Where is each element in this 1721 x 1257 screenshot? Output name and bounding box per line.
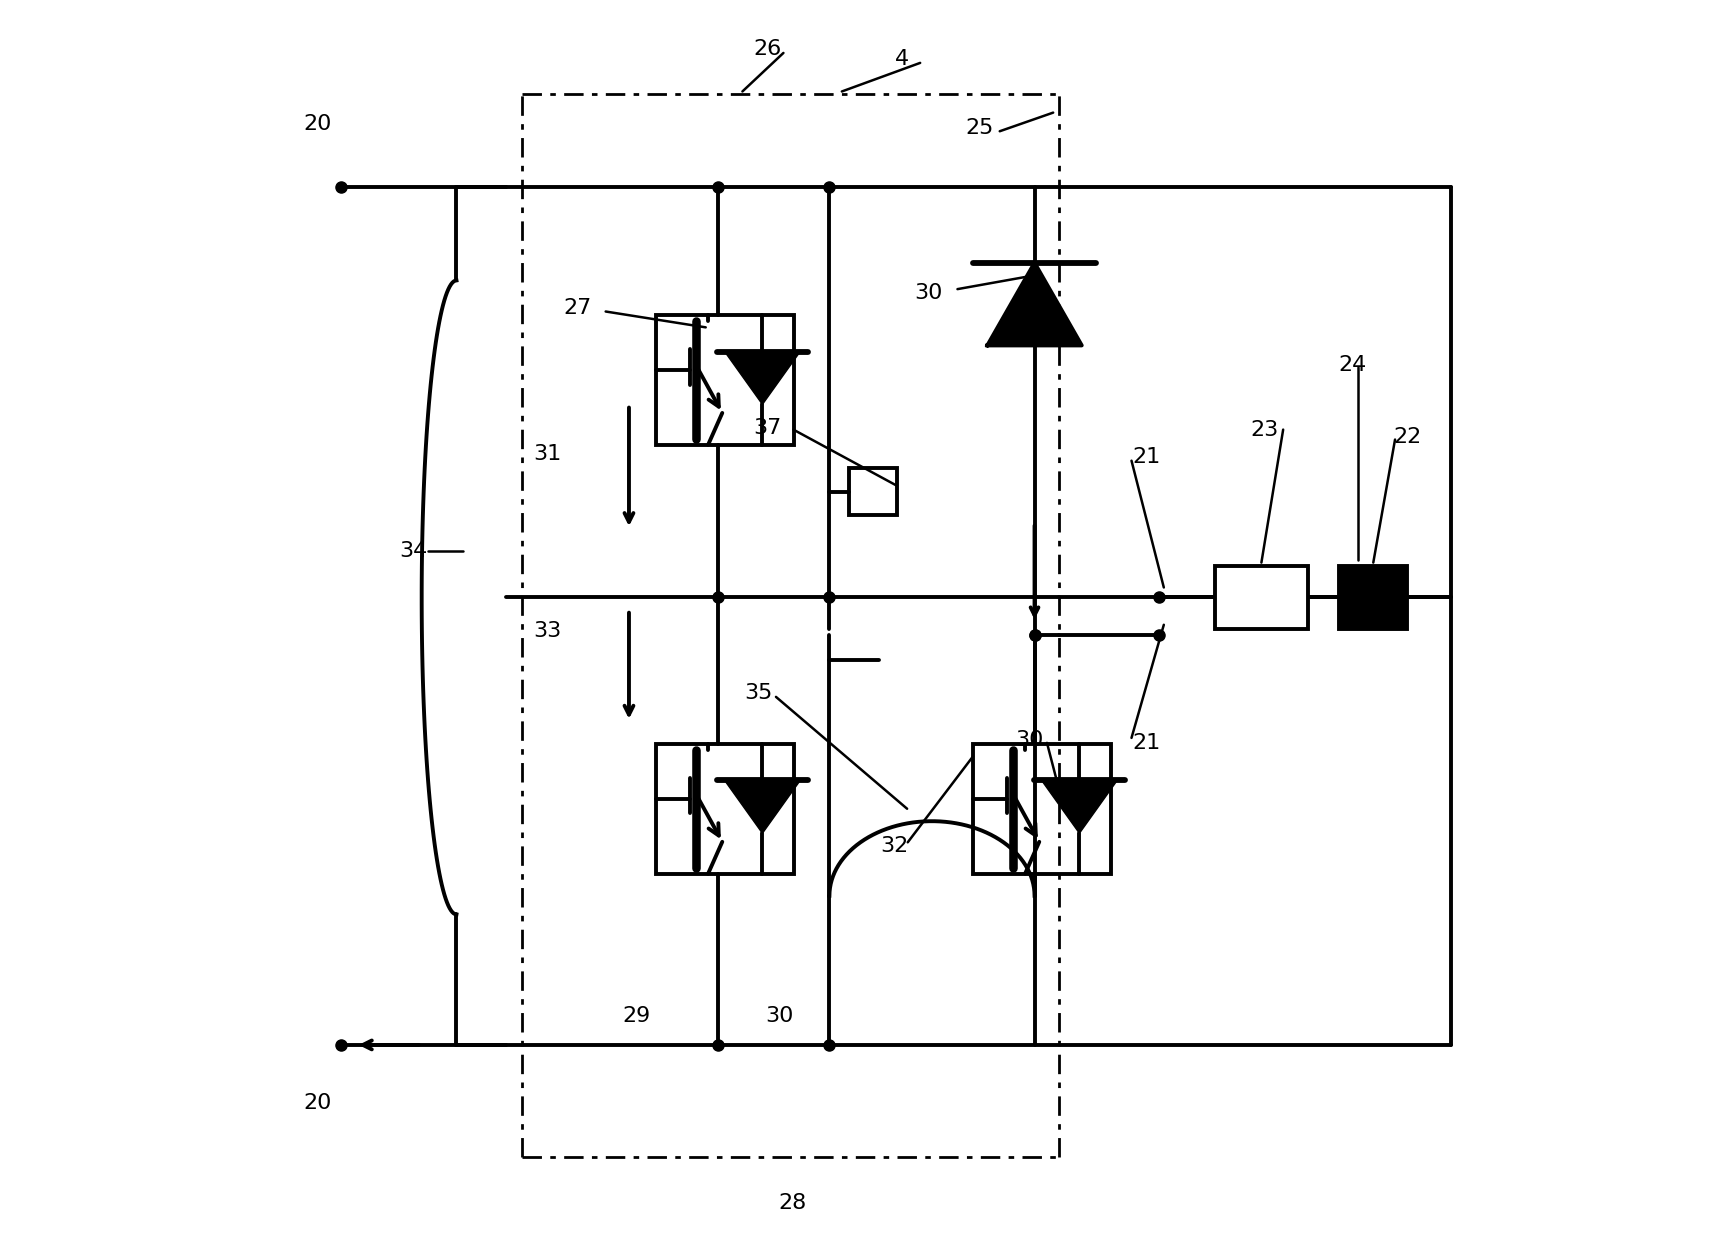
Text: 28: 28 (778, 1193, 805, 1213)
Text: 25: 25 (965, 117, 995, 137)
Bar (972, 744, 1112, 874)
Bar (656, 744, 795, 874)
Text: 31: 31 (534, 445, 561, 465)
Text: 4: 4 (895, 49, 909, 69)
Text: 22: 22 (1394, 427, 1422, 447)
Text: 32: 32 (879, 836, 909, 856)
Text: 37: 37 (754, 419, 781, 439)
Polygon shape (725, 781, 800, 833)
Text: 26: 26 (754, 39, 781, 59)
Bar (1339, 567, 1408, 628)
Text: 24: 24 (1339, 354, 1366, 375)
Bar (656, 316, 795, 445)
Text: 20: 20 (303, 1094, 332, 1114)
Polygon shape (725, 352, 800, 405)
Polygon shape (988, 263, 1083, 346)
Text: 21: 21 (1132, 733, 1160, 753)
Text: 23: 23 (1251, 420, 1279, 440)
Text: 30: 30 (766, 1007, 793, 1027)
Text: 27: 27 (563, 298, 592, 318)
Text: 34: 34 (399, 542, 427, 562)
Text: 21: 21 (1132, 447, 1160, 466)
Text: 35: 35 (745, 683, 773, 703)
Bar (848, 468, 897, 515)
Polygon shape (1041, 781, 1117, 833)
Text: 29: 29 (623, 1007, 651, 1027)
Bar (1215, 567, 1308, 628)
Text: 30: 30 (1015, 730, 1043, 750)
Text: 30: 30 (914, 283, 943, 303)
Text: 33: 33 (534, 621, 561, 641)
Text: 20: 20 (303, 114, 332, 133)
